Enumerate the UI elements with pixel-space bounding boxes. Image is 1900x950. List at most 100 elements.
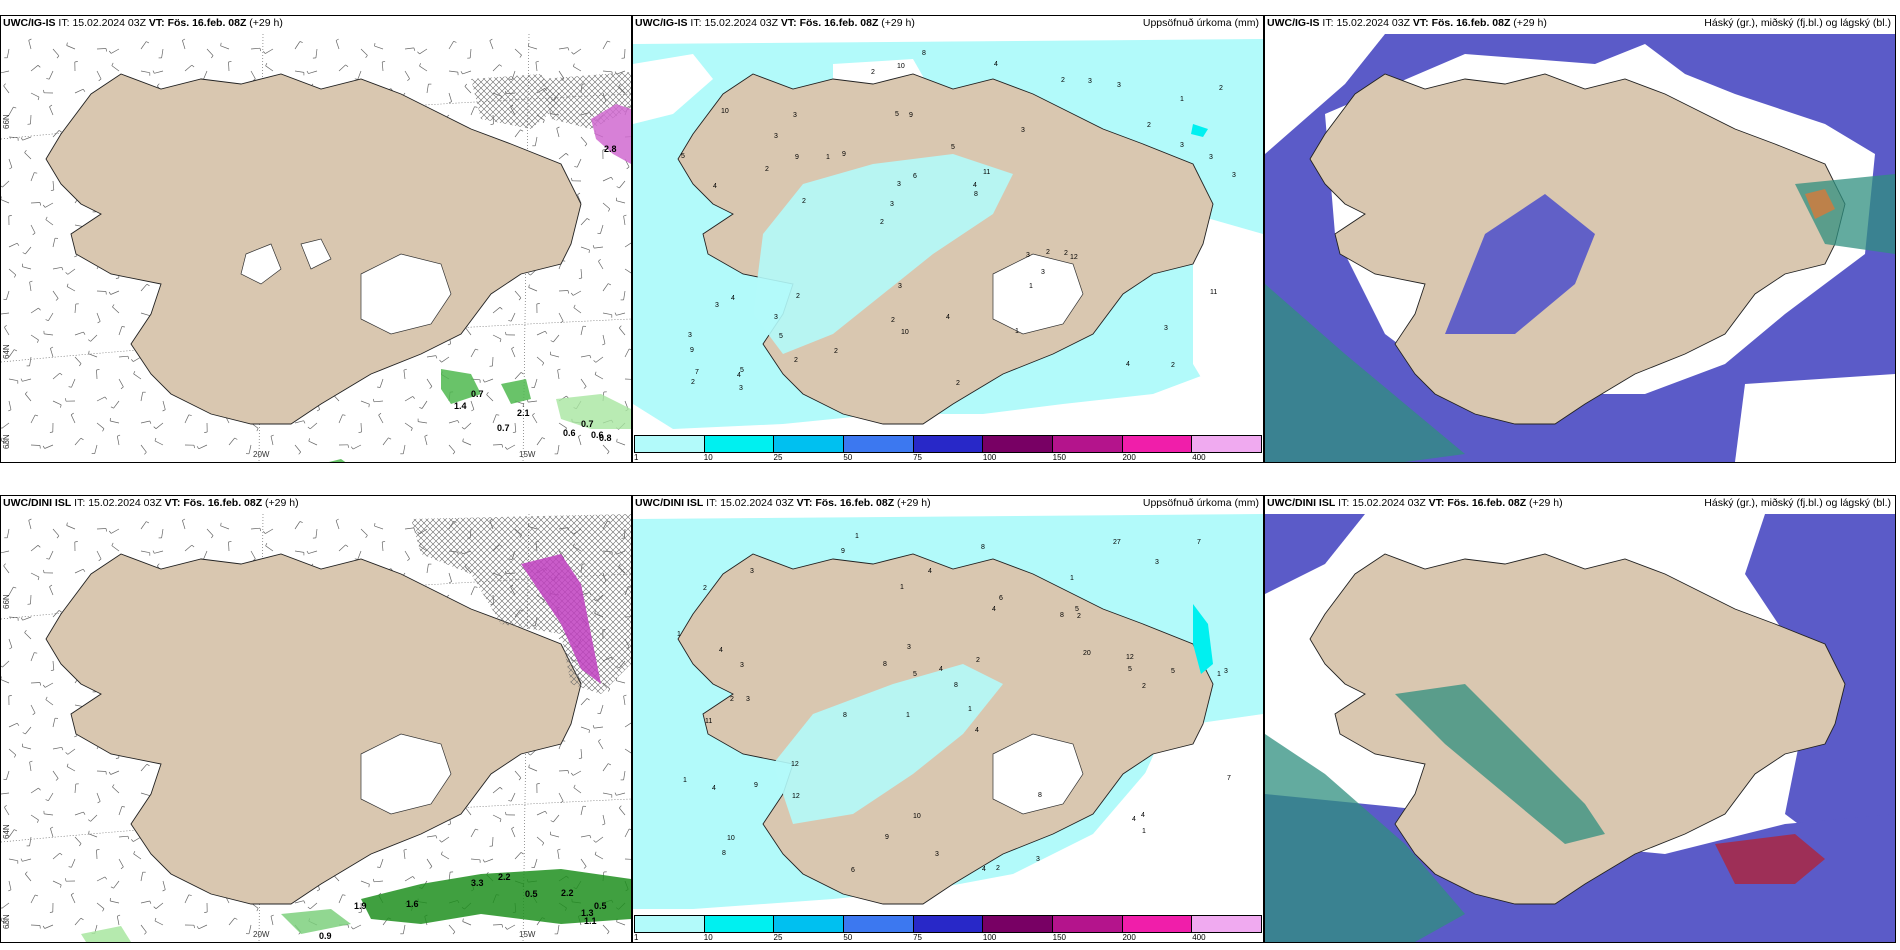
wind-barb-flag <box>598 739 601 742</box>
model-name: UWC/IG-IS <box>3 17 56 29</box>
model-name: UWC/IG-IS <box>1267 17 1320 29</box>
wind-barb <box>373 400 384 403</box>
wind-barb-flag <box>462 438 464 442</box>
glacier <box>360 253 452 335</box>
wind-barb-flag <box>536 783 540 785</box>
wind-barb-flag <box>602 343 606 346</box>
wind-barb-flag <box>474 586 478 588</box>
wind-barb-flag <box>37 65 41 68</box>
wind-barb-flag <box>121 806 125 808</box>
wind-barb <box>250 70 256 80</box>
precip-value: 2 <box>891 317 895 324</box>
wind-barb <box>22 616 32 621</box>
wind-barb <box>184 64 193 72</box>
wind-barb-flag <box>37 339 39 343</box>
wind-barb <box>360 528 368 536</box>
wind-barb-flag <box>358 431 362 434</box>
colorbar-tick: 200 <box>1122 453 1136 462</box>
wind-value: 0.6 <box>563 428 576 438</box>
wind-barb-flag <box>457 420 460 424</box>
wind-barb-flag <box>61 747 64 751</box>
wind-barb-flag <box>474 106 478 108</box>
wind-barb <box>1 312 10 315</box>
it-label: IT: <box>1338 497 1350 509</box>
wind-barb-flag <box>3 563 6 567</box>
panel-title: Háský (gr.), miðský (fj.bl.) og lágský (… <box>1704 17 1891 29</box>
wind-barb <box>140 420 150 424</box>
wind-barb-flag <box>83 331 86 335</box>
wind-barb-flag <box>55 298 59 301</box>
precip-value: 3 <box>1224 668 1228 675</box>
wind-barb <box>441 836 450 843</box>
wind-barb <box>113 400 120 409</box>
lat-label: 63N <box>2 434 11 449</box>
wind-barb-flag <box>598 259 601 262</box>
wind-barb <box>74 836 82 844</box>
precip-value: 7 <box>695 369 699 376</box>
wind-barb-flag <box>14 829 18 832</box>
wind-barb <box>30 787 39 794</box>
wind-barb <box>162 880 166 890</box>
wind-barb-flag <box>149 900 152 904</box>
wind-barb <box>602 40 608 50</box>
precip-value: 9 <box>754 782 758 789</box>
wind-barb-flag <box>471 409 475 412</box>
wind-barb-flag <box>228 540 232 543</box>
wind-barb-flag <box>112 784 115 788</box>
precip-value: 2 <box>996 865 1000 872</box>
wind-barb-flag <box>117 914 121 917</box>
wind-barb <box>118 326 123 336</box>
wind-barb <box>184 894 190 904</box>
wind-barb-flag <box>196 446 200 449</box>
wind-barb <box>558 422 567 429</box>
wind-barb-flag <box>22 732 26 735</box>
wind-barb-flag <box>3 83 6 87</box>
precip-value: 11 <box>983 169 990 176</box>
wind-barb-flag <box>623 694 627 697</box>
wind-barb-flag <box>308 438 310 442</box>
low-cloud-land <box>1445 194 1595 334</box>
wind-barb <box>315 528 318 538</box>
wind-barb <box>624 748 631 754</box>
wind-barb <box>90 814 98 822</box>
precip-value: 3 <box>1164 325 1168 332</box>
wind-barb-flag <box>120 386 124 390</box>
wind-barb <box>602 814 606 824</box>
wind-barb-flag <box>508 800 512 802</box>
wind-barb <box>25 246 32 255</box>
wind-barb-flag <box>589 355 592 359</box>
vt-label: VT: <box>780 17 797 29</box>
wind-barb <box>52 290 59 299</box>
wind-barb <box>116 916 120 926</box>
wind-barb <box>338 544 346 552</box>
wind-barb <box>52 880 62 886</box>
precip-value: 5 <box>1171 668 1175 675</box>
wind-value: 0.5 <box>525 889 538 899</box>
wind-barb <box>52 852 61 860</box>
wind-barb <box>602 70 613 73</box>
wind-barb <box>74 917 82 926</box>
wind-barb-flag <box>439 839 442 843</box>
wind-barb <box>557 924 560 934</box>
lead-time: (+29 h) <box>1513 17 1547 29</box>
precip-value: 9 <box>885 834 889 841</box>
wind-barb-flag <box>499 818 502 823</box>
wind-barb-flag <box>50 669 54 672</box>
wind-barb <box>404 527 414 530</box>
wind-barb-flag <box>602 823 606 826</box>
colorbar-tick: 100 <box>982 933 997 942</box>
panel-precip-igis: UWC/IG-IS IT: 15.02.2024 03Z VT: Fös. 16… <box>632 15 1264 463</box>
wind-barb <box>514 770 522 779</box>
precip-value: 4 <box>1141 812 1145 819</box>
wind-barb <box>48 312 54 321</box>
wind-barb <box>510 312 516 322</box>
wind-barb <box>66 45 76 50</box>
wind-barb <box>154 70 164 74</box>
wind-barb <box>22 746 32 750</box>
wind-barb-flag <box>38 787 41 791</box>
wind-barb <box>52 180 55 191</box>
wind-barb <box>30 114 32 125</box>
wind-value: 0.7 <box>497 423 510 433</box>
wind-barb-flag <box>372 878 375 882</box>
wind-barb-flag <box>489 38 493 41</box>
